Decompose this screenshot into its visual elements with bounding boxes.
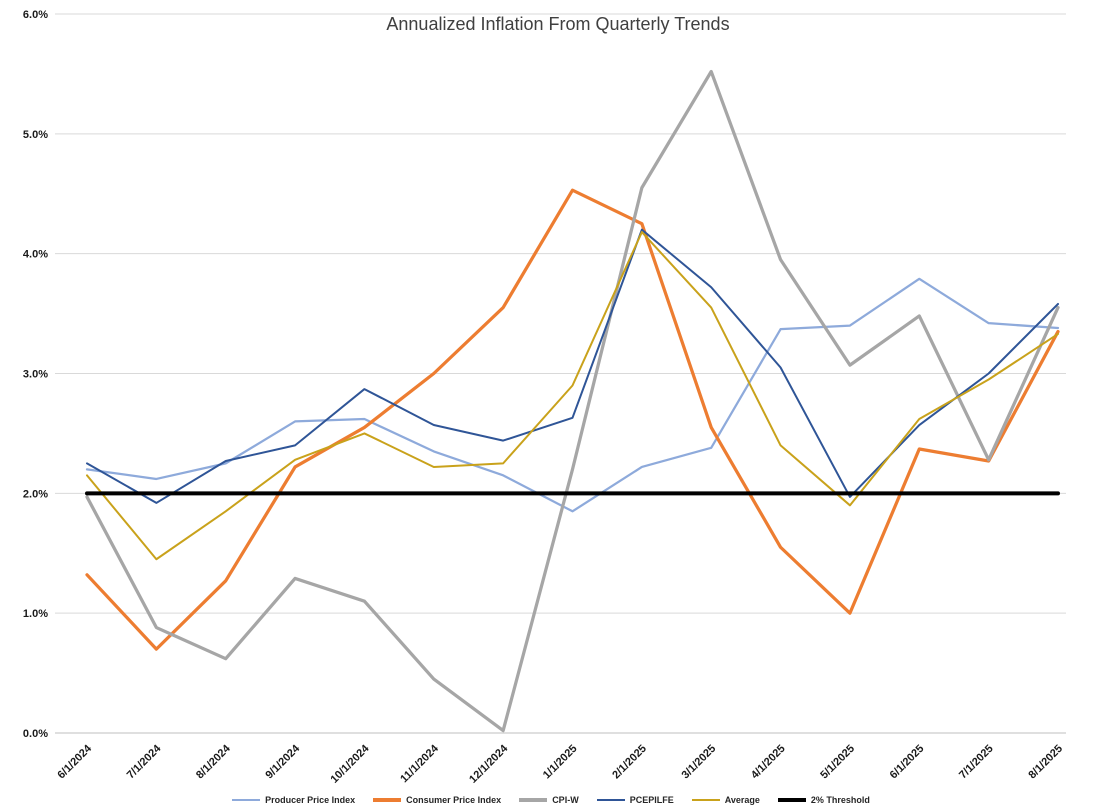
y-tick-label: 3.0% (23, 369, 48, 381)
x-tick-label: 9/1/2024 (263, 742, 302, 781)
legend-swatch (519, 798, 548, 802)
legend-label: CPI-W (552, 795, 579, 805)
legend-item-2-threshold: 2% Threshold (777, 795, 870, 805)
legend-label: Producer Price Index (265, 795, 356, 805)
y-axis-labels: 0.0% 1.0% 2.0% 3.0% 4.0% 5.0% 6.0% (23, 9, 48, 740)
x-tick-label: 8/1/2024 (194, 742, 233, 781)
series-line-cpi-w (85, 69, 1060, 733)
chart-legend: Producer Price Index Consumer Price Index… (0, 793, 1102, 807)
x-axis-labels: 6/1/2024 7/1/2024 8/1/2024 9/1/2024 10/1/202… (55, 742, 1065, 786)
x-tick-label: 8/1/2025 (1026, 743, 1065, 782)
x-tick-label: 7/1/2024 (125, 742, 164, 781)
legend-item-cpi-w: CPI-W (519, 795, 579, 805)
y-tick-label: 1.0% (23, 608, 48, 620)
legend-swatch (373, 798, 402, 802)
x-tick-label: 4/1/2025 (749, 743, 788, 782)
legend-label: PCEPILFE (629, 795, 674, 805)
x-tick-label: 12/1/2024 (467, 742, 511, 786)
series-lines (85, 69, 1060, 733)
x-tick-label: 1/1/2025 (541, 743, 580, 782)
x-tick-label: 6/1/2024 (55, 742, 94, 781)
gridlines (55, 13, 1066, 734)
legend-label: Consumer Price Index (406, 795, 502, 805)
x-tick-label: 5/1/2025 (818, 743, 857, 782)
legend-item-average: Average (691, 795, 760, 805)
y-tick-label: 6.0% (23, 9, 48, 21)
legend-swatch (777, 798, 806, 802)
x-tick-label: 10/1/2024 (328, 742, 372, 786)
x-tick-label: 7/1/2025 (957, 743, 996, 782)
legend-swatch (232, 798, 261, 802)
legend-item-pcepilfe: PCEPILFE (596, 795, 674, 805)
x-tick-label: 11/1/2024 (398, 742, 441, 785)
y-tick-label: 2.0% (23, 488, 48, 500)
legend-item-consumer-price-index: Consumer Price Index (373, 795, 501, 805)
chart-title: Annualized Inflation From Quarterly Tren… (386, 14, 729, 34)
legend-label: Average (724, 795, 760, 805)
legend-item-producer-price-index: Producer Price Index (232, 795, 355, 805)
y-tick-label: 5.0% (23, 129, 48, 141)
x-tick-label: 6/1/2025 (888, 743, 927, 782)
legend-label: 2% Threshold (810, 795, 870, 805)
legend-swatch (691, 799, 720, 801)
legend-swatch (596, 799, 625, 801)
x-tick-label: 3/1/2025 (680, 743, 719, 782)
y-tick-label: 4.0% (23, 249, 48, 261)
series-line-consumer-price-index (85, 188, 1060, 651)
series-line-producer-price-index (85, 277, 1060, 513)
x-tick-label: 2/1/2025 (610, 743, 649, 782)
y-tick-label: 0.0% (23, 728, 48, 740)
